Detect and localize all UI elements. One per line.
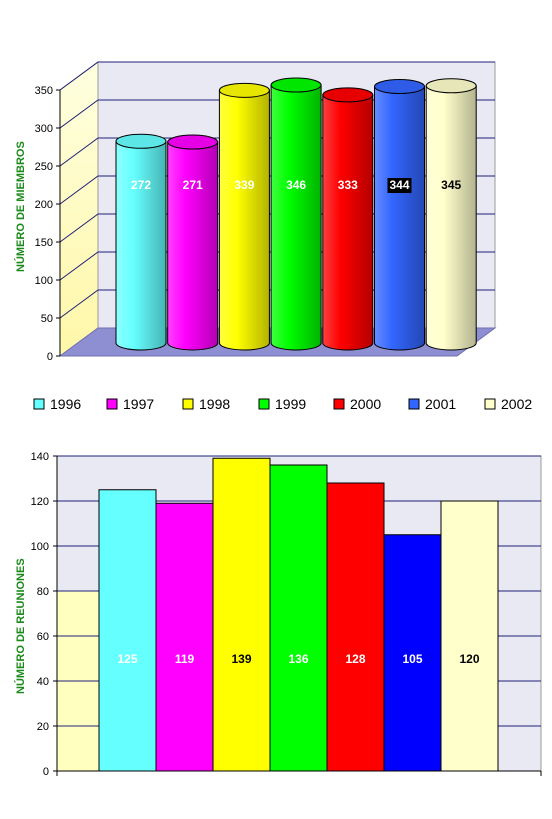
legend-swatch-2002 <box>484 398 496 410</box>
members-bar-top-2001 <box>374 79 425 95</box>
meetings-bar-1999 <box>269 464 328 772</box>
meetings-y-tick-label: 120 <box>31 496 49 508</box>
legend-label-1998: 1998 <box>199 396 230 412</box>
members-data-label-bg <box>387 178 412 193</box>
members-data-label-1997: 271 <box>183 178 203 192</box>
legend-swatch-1996 <box>33 398 45 410</box>
members-bar-2000 <box>322 94 374 351</box>
members-y-tick-label: 100 <box>35 275 53 287</box>
meetings-y-axis-label: NÚMERO DE REUNIONES <box>14 558 27 694</box>
members-data-label-1998: 339 <box>234 178 254 192</box>
meetings-data-label-2000: 128 <box>345 652 365 666</box>
meetings-data-label-2002: 120 <box>459 652 479 666</box>
members-bar-top-1999 <box>270 77 322 93</box>
meetings-bar-1997 <box>155 502 214 772</box>
meetings-bar-2002 <box>440 500 499 772</box>
members-y-tick-label: 200 <box>35 199 53 211</box>
legend-label-1997: 1997 <box>123 396 154 412</box>
members-y-tick-label: 50 <box>41 313 53 325</box>
meetings-bar-1996 <box>98 489 157 772</box>
members-y-tick-label: 0 <box>47 351 53 363</box>
meetings-plot-area <box>56 455 542 772</box>
members-data-label-1996: 272 <box>131 178 151 192</box>
members-bar-1998 <box>218 89 270 351</box>
members-y-tick-label: 150 <box>35 237 53 249</box>
legend-swatch-2000 <box>333 398 345 410</box>
members-bar-top-1996 <box>115 133 167 149</box>
members-gridline <box>59 61 495 91</box>
members-bar-1997 <box>167 141 219 351</box>
legend-swatch-1997 <box>106 398 118 410</box>
legend-label-1999: 1999 <box>275 396 306 412</box>
legend-label-1996: 1996 <box>50 396 81 412</box>
meetings-y-tick-label: 60 <box>37 631 49 643</box>
legend-label-2000: 2000 <box>350 396 381 412</box>
meetings-y-tick-label: 80 <box>37 586 49 598</box>
members-bar-top-1998 <box>218 82 270 98</box>
members-data-label-2000: 333 <box>338 178 358 192</box>
meetings-bar-2000 <box>326 482 385 772</box>
meetings-y-tick-label: 40 <box>37 676 49 688</box>
members-data-label-2002: 345 <box>441 178 461 192</box>
members-y-tick-label: 350 <box>35 85 53 97</box>
meetings-data-label-2001: 105 <box>402 652 422 666</box>
meetings-data-label-1998: 139 <box>231 652 251 666</box>
members-bar-2002 <box>425 85 477 351</box>
members-y-tick-label: 250 <box>35 161 53 173</box>
meetings-data-label-1999: 136 <box>288 652 308 666</box>
members-chart: NÚMERO DE MIEMBROS 0 50 100 150 200 250 300 350… <box>14 61 532 412</box>
meetings-bar-2001 <box>383 534 442 772</box>
legend-label-2001: 2001 <box>425 396 456 412</box>
members-bar-top-2000 <box>322 87 374 103</box>
legend-swatch-2001 <box>408 398 420 410</box>
legend-swatch-1998 <box>182 398 194 410</box>
members-left-wall <box>59 61 99 357</box>
members-bar-2001 <box>374 86 425 351</box>
members-bar-top-1997 <box>167 134 219 150</box>
legend-label-2002: 2002 <box>501 396 532 412</box>
members-data-label-2001: 344 <box>389 178 409 192</box>
legend-swatch-1999 <box>258 398 270 410</box>
meetings-y-tick-label: 100 <box>31 541 49 553</box>
members-y-axis-label: NÚMERO DE MIEMBROS <box>14 141 27 272</box>
members-bar-1999 <box>270 84 322 351</box>
meetings-data-label-1997: 119 <box>175 652 195 666</box>
meetings-data-label-1996: 125 <box>117 652 137 666</box>
members-y-tick-label: 300 <box>35 123 53 135</box>
meetings-y-tick-label: 20 <box>37 721 49 733</box>
meetings-plot-strip <box>57 591 99 771</box>
members-bar-top-2002 <box>425 78 477 94</box>
meetings-y-tick-label: 140 <box>31 451 49 463</box>
members-data-label-1999: 346 <box>286 178 306 192</box>
meetings-bar-1998 <box>212 457 271 772</box>
members-bar-1996 <box>115 140 167 351</box>
meetings-y-tick-label: 0 <box>43 766 49 778</box>
